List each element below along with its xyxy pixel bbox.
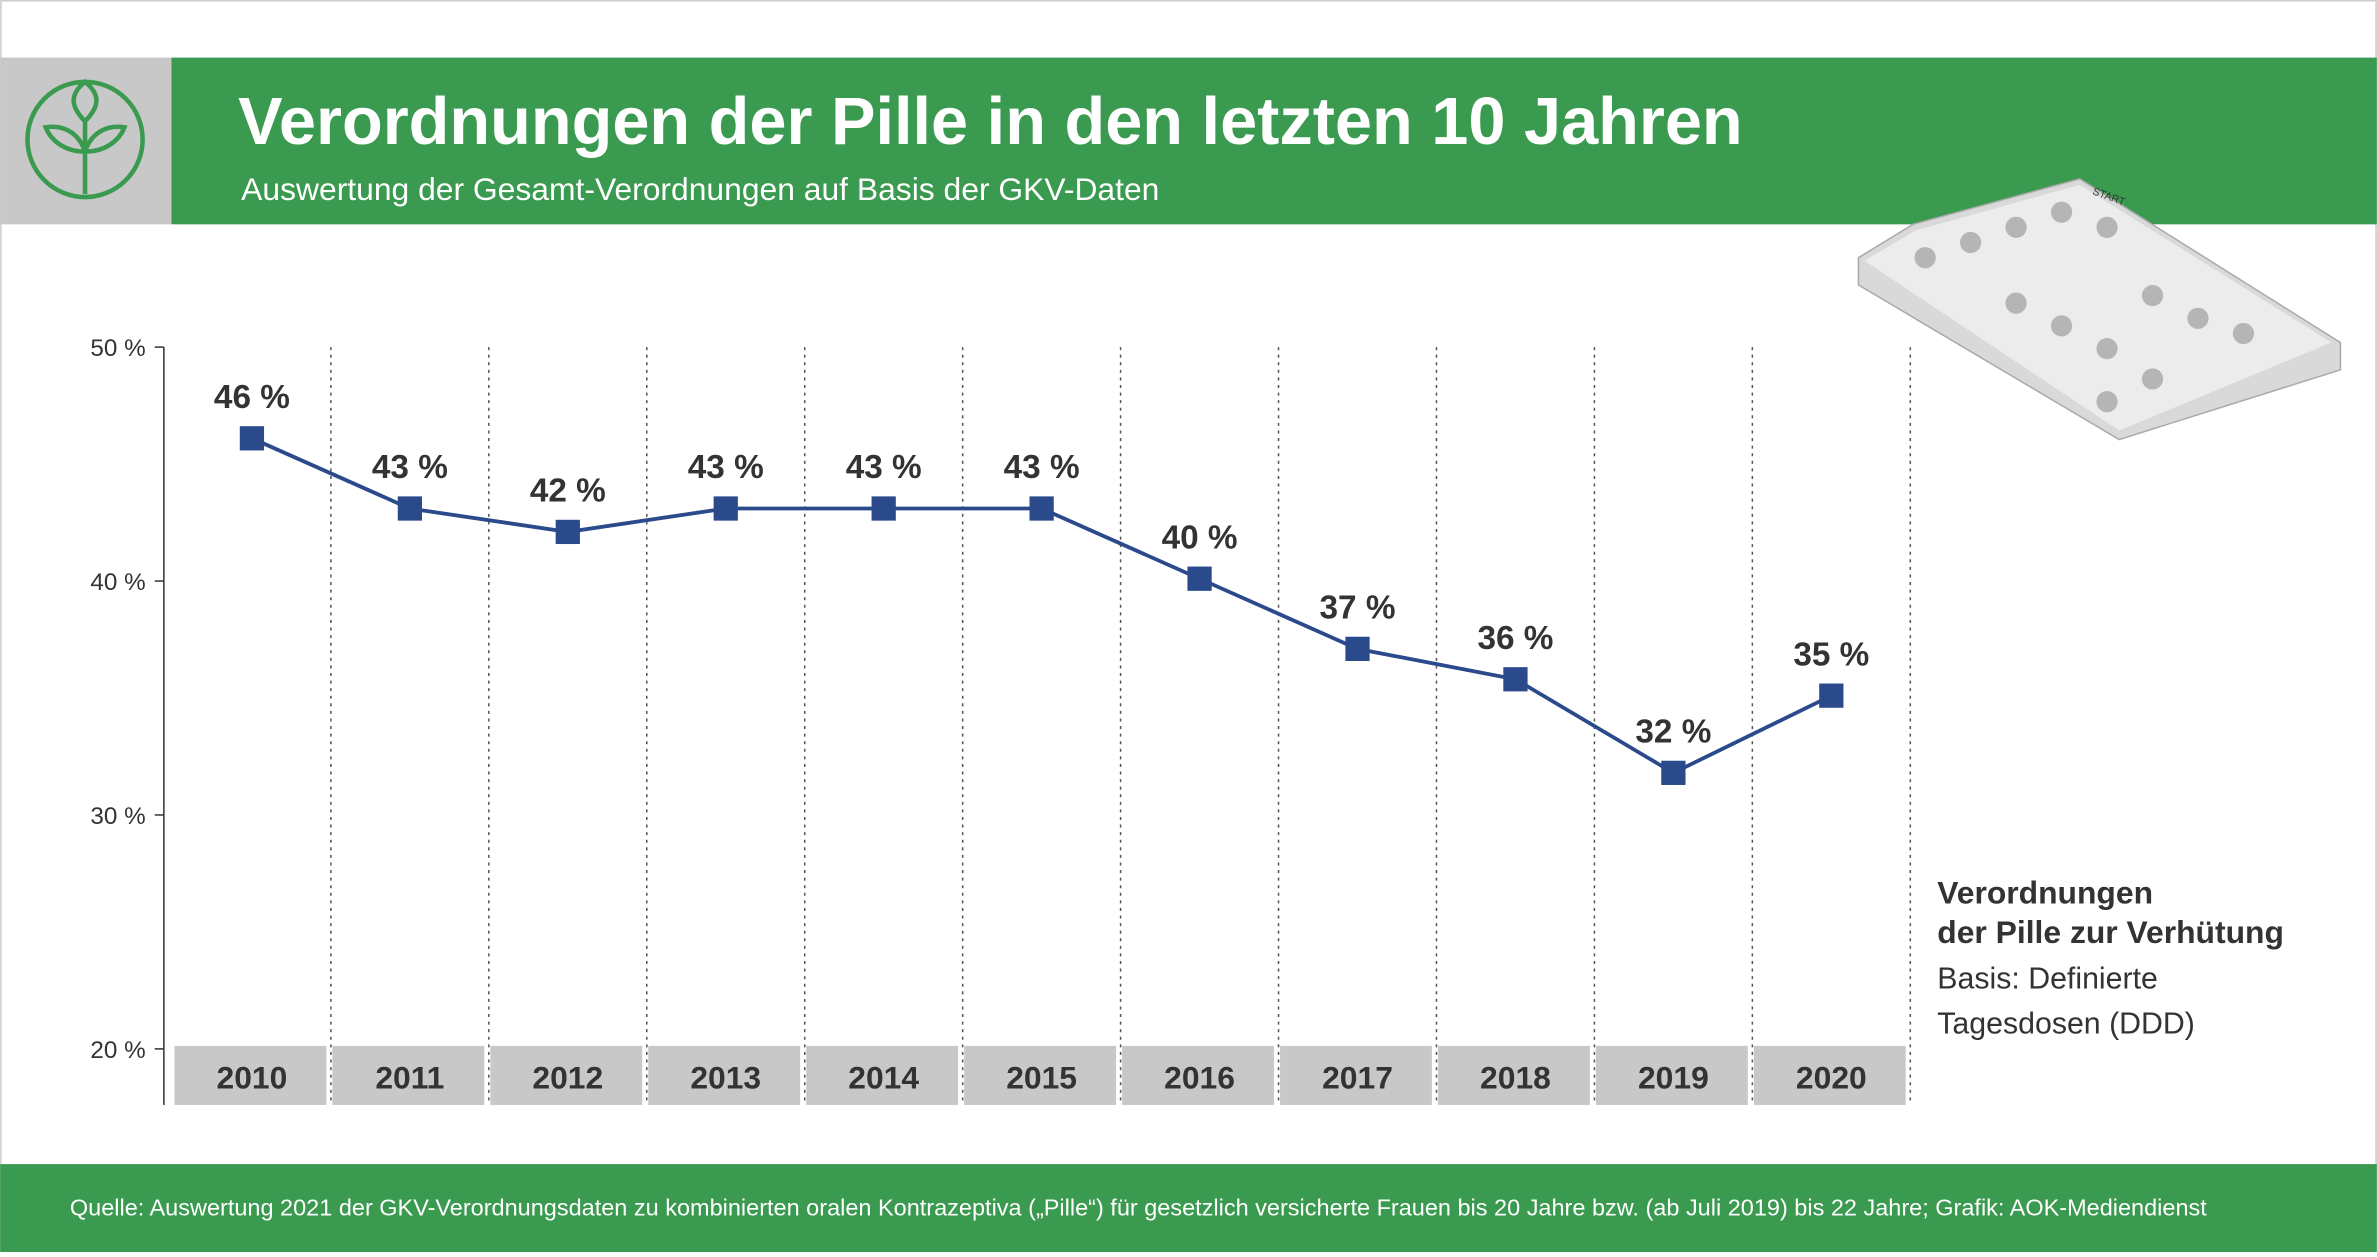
x-tick-label: 2012	[532, 1059, 603, 1095]
value-label: 43 %	[372, 449, 448, 486]
marker	[1661, 760, 1686, 785]
value-label: 43 %	[688, 449, 764, 486]
pill-pack: START	[1857, 178, 2342, 441]
y-tick-label: 20 %	[90, 1037, 145, 1064]
x-tick-label: 2011	[375, 1059, 444, 1095]
annotation: Verordnungen	[1937, 874, 2153, 910]
marker	[555, 519, 580, 545]
value-label: 32 %	[1635, 714, 1711, 751]
value-label: 42 %	[530, 473, 606, 510]
value-label: 43 %	[1004, 449, 1080, 486]
x-tick-label: 2018	[1480, 1059, 1551, 1095]
value-label: 46 %	[214, 379, 290, 416]
annotation: der Pille zur Verhütung	[1937, 914, 2284, 950]
value-label: 36 %	[1477, 620, 1553, 657]
x-tick-label: 2020	[1796, 1059, 1867, 1095]
subtitle: Auswertung der Gesamt-Verordnungen auf B…	[241, 171, 1159, 207]
marker	[713, 496, 738, 521]
header-band	[171, 57, 2377, 225]
marker	[1503, 667, 1528, 692]
x-category-box	[332, 1045, 485, 1105]
marker	[1029, 496, 1054, 521]
x-tick-label: 2017	[1322, 1059, 1393, 1095]
x-category-box	[174, 1045, 327, 1105]
value-label: 37 %	[1320, 590, 1396, 627]
x-tick-label: 2019	[1638, 1059, 1709, 1095]
note: Basis: Definierte	[1937, 962, 2158, 995]
x-category-box	[1595, 1045, 1748, 1105]
x-tick-label: 2015	[1006, 1059, 1077, 1095]
x-category-box	[964, 1045, 1117, 1105]
note: Tagesdosen (DDD)	[1937, 1008, 2195, 1041]
x-tick-label: 2016	[1164, 1059, 1235, 1095]
value-label: 43 %	[846, 449, 922, 486]
value-label: 35 %	[1793, 636, 1869, 673]
y-tick-label: 50 %	[90, 335, 145, 362]
x-category-box	[648, 1045, 801, 1105]
footer-source: Quelle: Auswertung 2021 der GKV-Verordnu…	[70, 1195, 2207, 1221]
x-tick-label: 2010	[217, 1059, 288, 1095]
title: Verordnungen der Pille in den letzten 10…	[238, 85, 1743, 159]
marker	[871, 496, 896, 521]
x-tick-label: 2013	[690, 1059, 761, 1095]
x-category-box	[1122, 1045, 1274, 1105]
logo	[25, 78, 145, 200]
footer-band	[0, 1164, 2377, 1252]
value-label: 40 %	[1162, 519, 1238, 556]
marker	[1345, 636, 1370, 661]
marker	[1819, 683, 1844, 708]
x-category-box	[1280, 1045, 1432, 1105]
x-category-box	[806, 1045, 959, 1105]
y-tick-label: 40 %	[90, 569, 145, 596]
x-category-box	[490, 1045, 643, 1105]
marker	[239, 426, 265, 451]
y-tick-label: 30 %	[90, 803, 145, 830]
x-category-box	[1753, 1045, 1906, 1105]
x-category-box	[1437, 1045, 1590, 1105]
marker	[1187, 566, 1212, 591]
marker	[397, 496, 422, 521]
x-tick-label: 2014	[848, 1059, 919, 1095]
